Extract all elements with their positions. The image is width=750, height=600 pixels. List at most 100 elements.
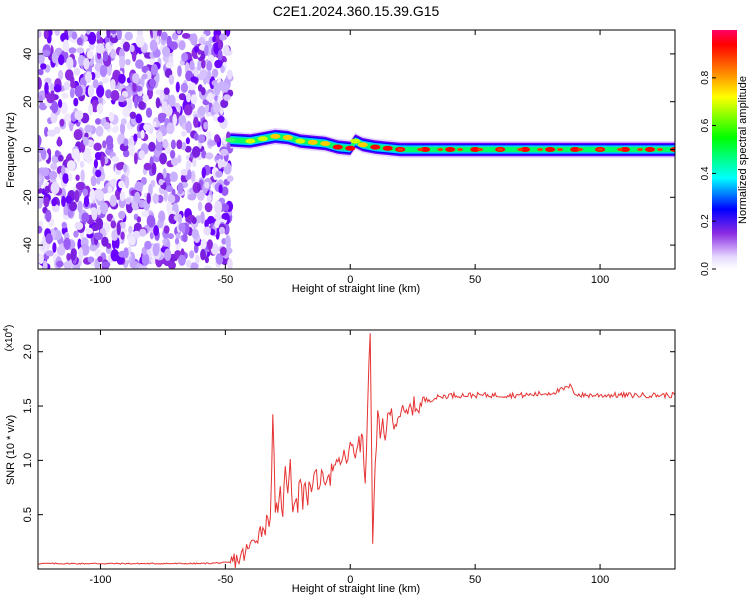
snr-frame	[37, 329, 676, 570]
noise-blob	[169, 149, 176, 159]
noise-blob	[124, 176, 130, 189]
colorbar-label: Normalized spectral amplitude	[737, 76, 749, 224]
noise-blob	[99, 204, 108, 212]
noise-blob	[197, 60, 202, 71]
noise-blob	[125, 197, 131, 205]
noise-blob	[162, 46, 171, 57]
noise-blob	[56, 260, 64, 268]
signal-peak	[257, 136, 268, 142]
snr-panel: -100 -50 0 50 100 0.5 1.0 1.5 2.0 Height of str…	[3, 325, 676, 595]
noise-blob	[122, 41, 131, 52]
noise-blob	[118, 73, 126, 84]
noise-blob	[193, 116, 199, 128]
noise-blob	[155, 142, 163, 152]
signal-peak	[445, 147, 456, 152]
noise-blob	[220, 160, 228, 168]
noise-blob	[138, 265, 148, 269]
signal-peak	[282, 135, 293, 141]
noise-blob	[86, 30, 91, 35]
noise-blob	[181, 141, 187, 151]
y-tick-label: 20	[22, 96, 34, 108]
signal-peak	[477, 148, 484, 151]
noise-blob	[78, 247, 84, 261]
noise-blob	[118, 180, 125, 189]
noise-blob	[95, 125, 104, 137]
noise-blob	[38, 135, 41, 148]
noise-blob	[152, 121, 157, 128]
noise-blob	[50, 182, 60, 195]
noise-blob	[57, 154, 64, 162]
noise-blob	[153, 225, 160, 237]
noise-blob	[99, 64, 108, 78]
noise-blob	[178, 93, 186, 101]
signal-peak	[382, 145, 393, 151]
noise-blob	[163, 87, 170, 95]
noise-blob	[135, 34, 145, 48]
noise-blob	[223, 94, 231, 101]
noise-blob	[43, 30, 49, 40]
noise-blob	[38, 30, 42, 39]
noise-blob	[206, 194, 212, 203]
noise-blob	[96, 85, 105, 98]
signal-peak	[620, 147, 631, 152]
signal-peak	[370, 144, 381, 150]
noise-blob	[110, 48, 117, 59]
colorbar-tick-label: 0.6	[700, 118, 711, 132]
x-tick-label: 100	[591, 574, 609, 586]
noise-blob	[217, 49, 223, 62]
noise-blob	[110, 90, 120, 102]
noise-blob	[38, 195, 44, 206]
noise-blob	[66, 160, 76, 171]
noise-blob	[192, 157, 197, 168]
noise-blob	[166, 201, 172, 214]
noise-blob	[76, 37, 83, 46]
noise-blob	[168, 213, 176, 224]
noise-blob	[69, 87, 75, 99]
signal-peak	[570, 147, 581, 152]
noise-blob	[120, 231, 125, 240]
noise-blob	[171, 32, 179, 41]
noise-blob	[87, 84, 95, 98]
noise-blob	[178, 40, 186, 51]
noise-blob	[66, 56, 74, 70]
noise-blob	[139, 228, 147, 237]
signal-peak	[537, 148, 544, 151]
noise-blob	[189, 250, 195, 259]
noise-blob	[225, 235, 231, 247]
noise-blob	[158, 178, 164, 186]
noise-blob	[88, 103, 93, 116]
noise-blob	[61, 165, 66, 177]
noise-blob	[220, 148, 229, 156]
noise-blob	[92, 79, 99, 89]
x-tick-label: 100	[591, 274, 609, 286]
noise-blob	[117, 95, 126, 103]
noise-blob	[146, 215, 156, 228]
noise-blob	[84, 124, 93, 133]
spectrogram-x-axis: -100 -50 0 50 100	[89, 30, 609, 286]
noise-blob	[79, 160, 85, 168]
noise-blob	[128, 225, 133, 234]
noise-blob	[82, 188, 88, 197]
noise-blob	[146, 192, 151, 204]
noise-blob	[64, 113, 72, 122]
noise-blob	[200, 238, 207, 249]
signal-peak	[577, 148, 584, 151]
noise-blob	[197, 201, 203, 212]
noise-blob	[190, 76, 198, 83]
noise-blob	[221, 238, 227, 245]
noise-blob	[204, 219, 209, 229]
noise-blob	[106, 30, 111, 39]
signal-peak	[332, 144, 343, 150]
noise-blob	[196, 183, 201, 192]
noise-blob	[185, 137, 190, 145]
y-tick-label: -20	[22, 189, 34, 205]
noise-blob	[110, 249, 120, 262]
noise-blob	[122, 163, 128, 173]
noise-blob	[164, 248, 172, 261]
noise-blob	[97, 96, 103, 104]
noise-blob	[177, 154, 182, 164]
signal-peak	[270, 133, 281, 139]
noise-blob	[152, 193, 159, 205]
noise-blob	[132, 230, 141, 239]
noise-blob	[110, 220, 117, 229]
